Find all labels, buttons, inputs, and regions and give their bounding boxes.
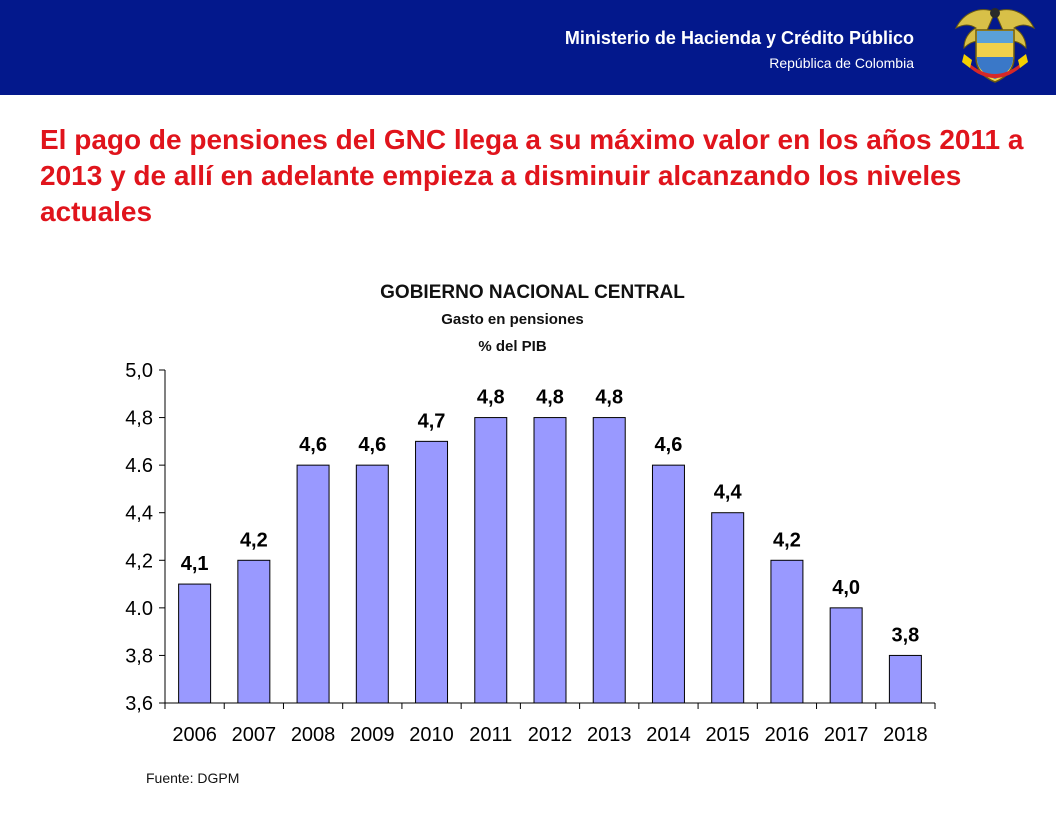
bar-2007 xyxy=(237,559,271,704)
bar-2013 xyxy=(592,417,626,704)
data-label: 4,8 xyxy=(536,387,564,409)
data-label: 4,8 xyxy=(595,387,623,409)
x-tick-label: 2010 xyxy=(409,724,454,746)
y-tick-label: 4,2 xyxy=(125,550,153,572)
x-tick-label: 2014 xyxy=(646,724,691,746)
data-label: 4,7 xyxy=(418,410,446,432)
bar-2018 xyxy=(888,654,922,704)
x-tick-label: 2007 xyxy=(232,724,277,746)
bar-2016 xyxy=(770,559,804,704)
x-tick-label: 2016 xyxy=(765,724,810,746)
bar-2011 xyxy=(474,417,508,704)
bar-2012 xyxy=(533,417,567,704)
data-label: 4,4 xyxy=(714,482,743,504)
bar-2009 xyxy=(355,464,389,704)
x-tick-label: 2013 xyxy=(587,724,632,746)
data-label: 4,6 xyxy=(299,434,327,456)
chart-unit: % del PIB xyxy=(478,338,547,355)
y-tick-label: 4.0 xyxy=(125,598,153,620)
bar-2008 xyxy=(296,464,330,704)
x-tick-label: 2012 xyxy=(528,724,573,746)
republic-name: República de Colombia xyxy=(769,55,914,71)
slide-headline: El pago de pensiones del GNC llega a su … xyxy=(40,124,1024,227)
data-label: 4,8 xyxy=(477,387,505,409)
bar-2015 xyxy=(711,512,745,704)
chart-title: GOBIERNO NACIONAL CENTRAL xyxy=(380,282,685,303)
header-bar: Ministerio de Hacienda y Crédito Público… xyxy=(0,0,1056,95)
y-tick-label: 3,8 xyxy=(125,645,153,667)
data-label: 4,6 xyxy=(655,434,683,456)
y-tick-label: 4.6 xyxy=(125,455,153,477)
x-tick-label: 2006 xyxy=(172,724,217,746)
data-label: 4,1 xyxy=(181,553,209,575)
x-tick-label: 2015 xyxy=(705,724,750,746)
source-note: Fuente: DGPM xyxy=(146,770,240,786)
bar-2014 xyxy=(651,464,685,704)
x-tick-label: 2009 xyxy=(350,724,395,746)
y-tick-label: 5,0 xyxy=(125,360,153,382)
data-label: 4,6 xyxy=(358,434,386,456)
bar-2010 xyxy=(415,440,449,704)
bar-2006 xyxy=(178,583,212,704)
data-label: 3,8 xyxy=(891,624,919,646)
x-tick-label: 2011 xyxy=(469,724,512,746)
ministry-name: Ministerio de Hacienda y Crédito Público xyxy=(564,28,914,48)
x-tick-label: 2018 xyxy=(883,724,928,746)
y-tick-label: 3,6 xyxy=(125,693,153,715)
colombia-coat-of-arms-icon xyxy=(954,8,1036,83)
y-tick-label: 4,8 xyxy=(125,408,153,430)
chart-subtitle: Gasto en pensiones xyxy=(441,311,584,328)
x-tick-label: 2008 xyxy=(291,724,336,746)
y-tick-label: 4,4 xyxy=(125,503,153,525)
data-label: 4,2 xyxy=(240,529,268,551)
x-tick-label: 2017 xyxy=(824,724,869,746)
data-label: 4,0 xyxy=(832,577,860,599)
data-label: 4,2 xyxy=(773,529,801,551)
bar-2017 xyxy=(829,607,863,704)
